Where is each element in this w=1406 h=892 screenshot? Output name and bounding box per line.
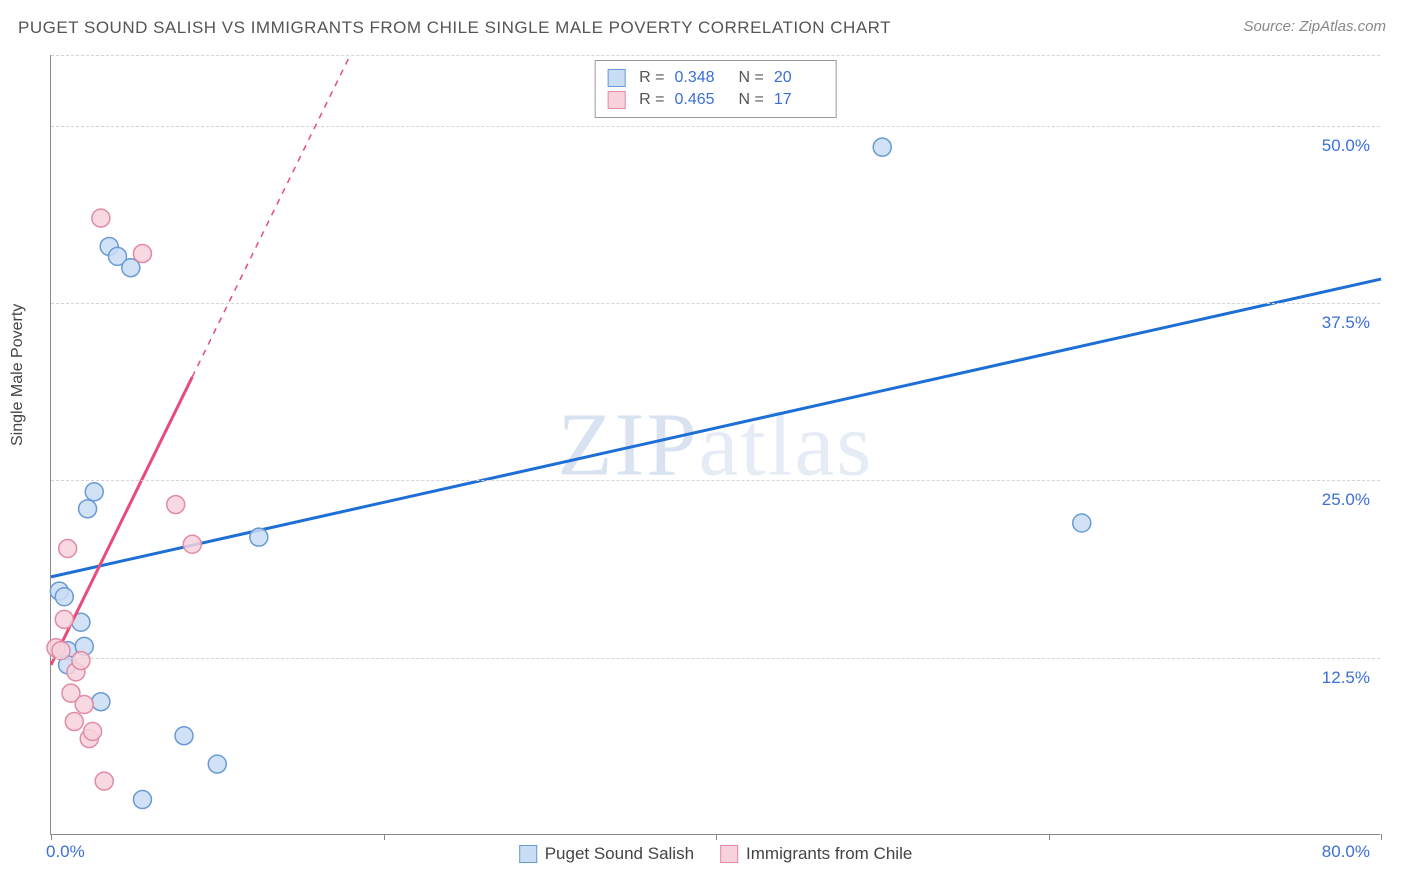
stat-r-value-0: 0.348 <box>675 69 725 87</box>
data-point <box>175 727 193 745</box>
data-point <box>133 245 151 263</box>
chart-title: PUGET SOUND SALISH VS IMMIGRANTS FROM CH… <box>18 18 891 38</box>
x-tick-label: 0.0% <box>46 842 85 862</box>
stat-r-label-0: R = <box>639 69 664 87</box>
gridline-h <box>51 658 1380 659</box>
data-point <box>1073 514 1091 532</box>
legend-stats-row-1: R = 0.465 N = 17 <box>607 89 824 111</box>
plot-area: ZIPatlas R = 0.348 N = 20 R = 0.465 N = … <box>50 55 1380 835</box>
source-label: Source: ZipAtlas.com <box>1243 18 1386 35</box>
stat-n-label-1: N = <box>739 91 764 109</box>
data-point <box>59 540 77 558</box>
data-point <box>65 713 83 731</box>
x-tick-mark <box>1381 834 1382 840</box>
stat-r-value-1: 0.465 <box>675 91 725 109</box>
legend-series-label-0: Puget Sound Salish <box>545 844 694 864</box>
legend-series-item-1: Immigrants from Chile <box>720 844 912 864</box>
data-point <box>873 138 891 156</box>
legend-stats: R = 0.348 N = 20 R = 0.465 N = 17 <box>594 60 837 118</box>
legend-stats-row-0: R = 0.348 N = 20 <box>607 67 824 89</box>
data-point <box>55 588 73 606</box>
data-point <box>167 496 185 514</box>
legend-series-swatch-1 <box>720 845 738 863</box>
trend-line-dashed-1 <box>192 55 350 377</box>
data-point <box>75 696 93 714</box>
legend-swatch-0 <box>607 69 625 87</box>
gridline-h <box>51 303 1380 304</box>
data-point <box>133 791 151 809</box>
legend-swatch-1 <box>607 91 625 109</box>
data-point <box>250 528 268 546</box>
data-point <box>79 500 97 518</box>
legend-series-label-1: Immigrants from Chile <box>746 844 912 864</box>
data-point <box>85 483 103 501</box>
x-tick-mark <box>1049 834 1050 840</box>
y-tick-label: 12.5% <box>1322 668 1370 688</box>
data-point <box>183 535 201 553</box>
stat-r-label-1: R = <box>639 91 664 109</box>
y-tick-label: 25.0% <box>1322 490 1370 510</box>
stat-n-value-1: 17 <box>774 91 824 109</box>
gridline-h <box>51 480 1380 481</box>
x-tick-mark <box>51 834 52 840</box>
legend-series-item-0: Puget Sound Salish <box>519 844 694 864</box>
x-tick-label: 80.0% <box>1322 842 1370 862</box>
stat-n-label-0: N = <box>739 69 764 87</box>
data-point <box>72 652 90 670</box>
data-point <box>55 610 73 628</box>
legend-series-swatch-0 <box>519 845 537 863</box>
stat-n-value-0: 20 <box>774 69 824 87</box>
y-axis-label: Single Male Poverty <box>9 304 27 446</box>
x-tick-mark <box>384 834 385 840</box>
data-point <box>95 772 113 790</box>
x-tick-mark <box>716 834 717 840</box>
data-point <box>208 755 226 773</box>
data-point <box>84 722 102 740</box>
gridline-h <box>51 55 1380 56</box>
plot-svg <box>51 55 1380 834</box>
gridline-h <box>51 126 1380 127</box>
y-tick-label: 37.5% <box>1322 313 1370 333</box>
y-tick-label: 50.0% <box>1322 136 1370 156</box>
legend-series: Puget Sound Salish Immigrants from Chile <box>519 844 913 864</box>
data-point <box>92 209 110 227</box>
data-point <box>92 693 110 711</box>
